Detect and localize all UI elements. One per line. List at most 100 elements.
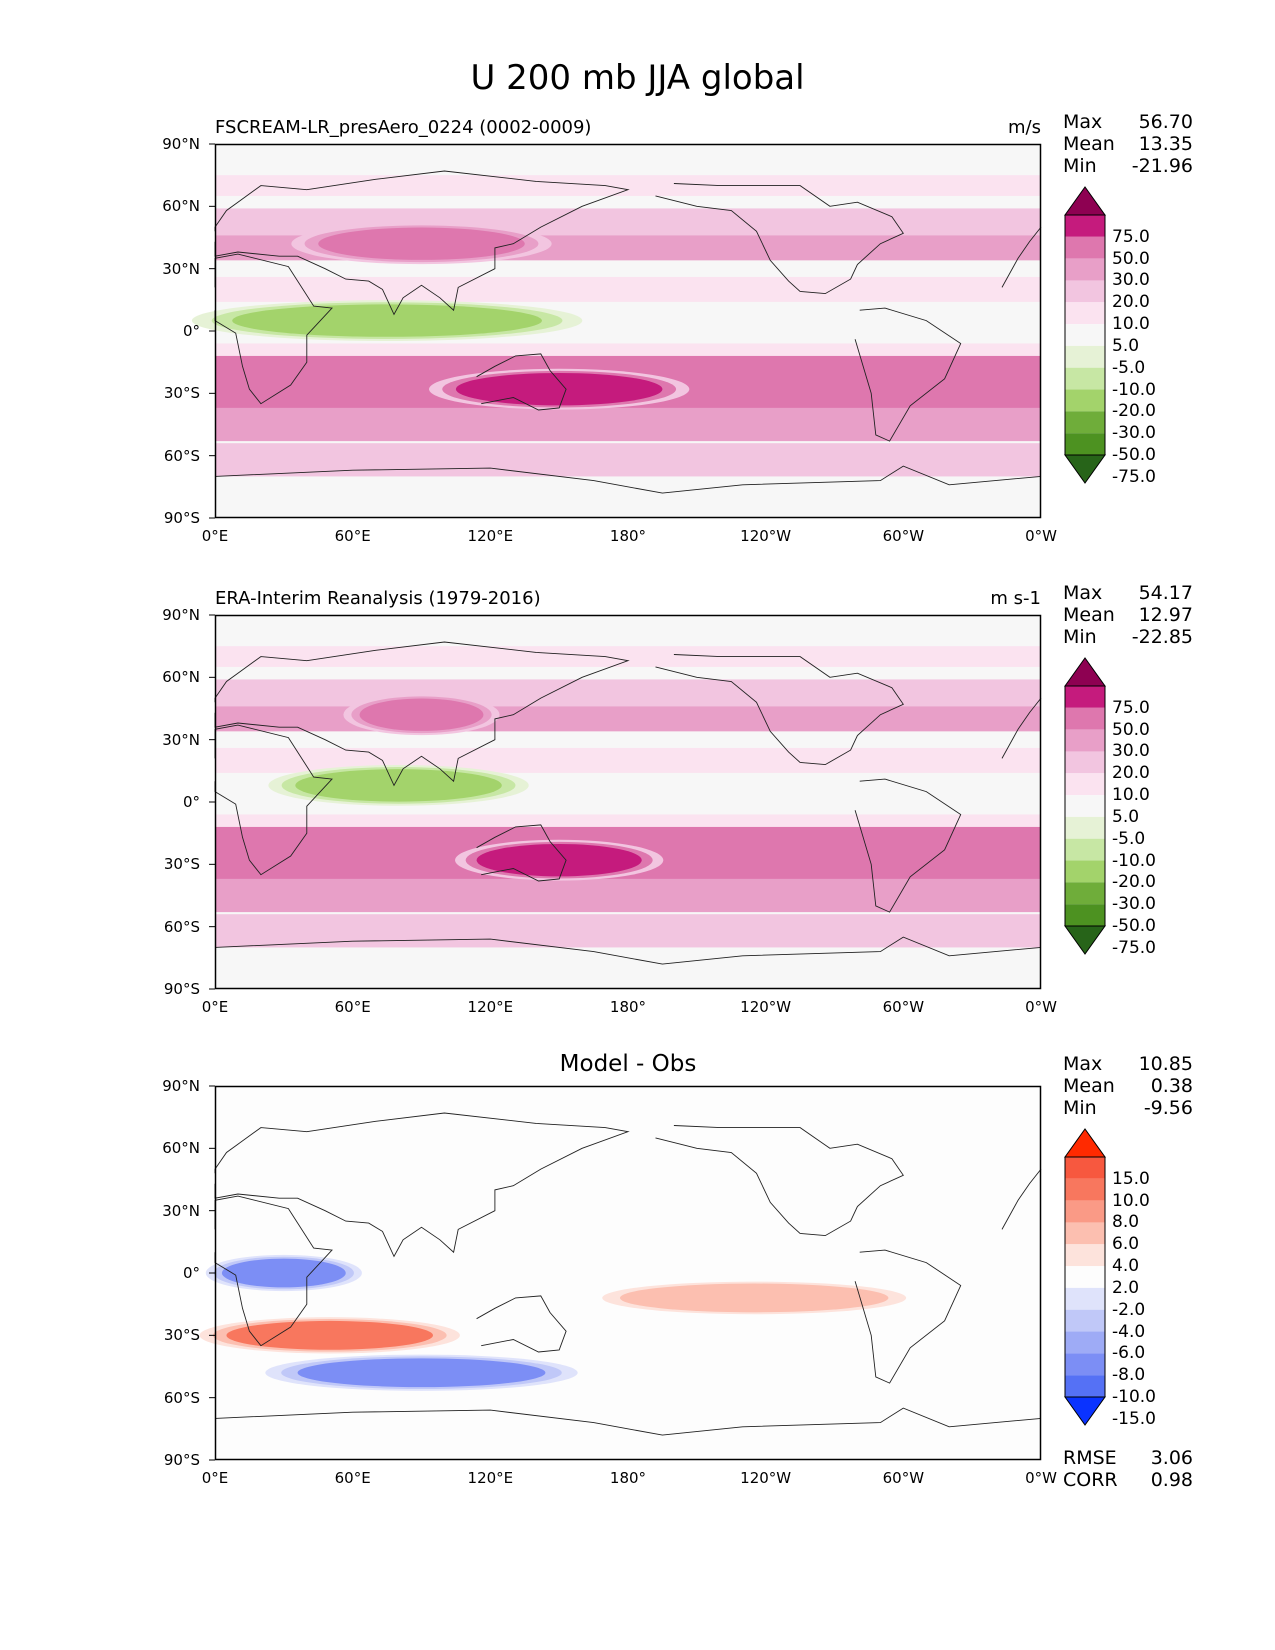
y-tick-label: 30°S	[163, 1326, 200, 1345]
mean-label: Mean	[1063, 604, 1115, 626]
map-svg	[209, 614, 1042, 990]
x-tick-label: 0°E	[201, 1469, 229, 1487]
colorbar-segment	[1065, 773, 1105, 796]
diff-panel: Model - Obs Max 10.85 Mean 0.38 Min -9.56 R…	[0, 1051, 1275, 1529]
max-value: 54.17	[1138, 582, 1193, 604]
contour-blob	[619, 1283, 889, 1313]
contour-blob	[226, 1320, 433, 1350]
colorbar-label: 5.0	[1112, 806, 1140, 827]
colorbar-segment	[1065, 707, 1105, 730]
contour-fields	[199, 1254, 924, 1391]
panel-title: Model - Obs	[559, 1051, 697, 1077]
colorbar-label: 30.0	[1112, 741, 1150, 762]
colorbar-label: -10.0	[1112, 850, 1156, 871]
colorbar-segment	[1065, 838, 1105, 861]
colorbar-segment	[1065, 882, 1105, 905]
colorbar-svg	[1064, 1128, 1106, 1426]
mean-label: Mean	[1063, 1075, 1115, 1097]
colorbar-label: -15.0	[1112, 1408, 1156, 1429]
contour-blob	[455, 372, 663, 406]
max-label: Max	[1063, 111, 1103, 133]
colorbar-label: -5.0	[1112, 357, 1146, 378]
coastline	[655, 1125, 904, 1237]
coastline	[214, 253, 333, 405]
x-tick-label: 120°W	[740, 998, 792, 1016]
x-tick-label: 120°E	[467, 527, 514, 545]
mean-value: 12.97	[1138, 604, 1193, 626]
x-tick-label: 60°W	[882, 998, 925, 1016]
colorbar-segment	[1065, 1222, 1105, 1245]
colorbar-segment	[1065, 1353, 1105, 1376]
contour-blob	[297, 1358, 546, 1388]
rmse-label: RMSE	[1063, 1447, 1117, 1469]
x-tick-label: 0°E	[201, 527, 229, 545]
colorbar-label: -10.0	[1112, 379, 1156, 400]
colorbar-segment	[1065, 1157, 1105, 1179]
colorbar-label: 8.0	[1112, 1212, 1140, 1233]
coastline	[214, 1112, 630, 1258]
coastline	[214, 724, 333, 876]
colorbar-segment	[1065, 816, 1105, 839]
colorbar-label: 50.0	[1112, 248, 1150, 269]
min-value: -21.96	[1131, 155, 1193, 177]
colorbar-label: 20.0	[1112, 763, 1150, 784]
colorbar-border	[1064, 685, 1106, 927]
contour-fields	[215, 646, 1041, 948]
contour-band	[215, 878, 1041, 913]
corr-value: 0.98	[1150, 1469, 1193, 1491]
colorbar-label: 2.0	[1112, 1277, 1140, 1298]
contour-blob	[476, 843, 642, 877]
y-tick-label: 0°	[182, 793, 200, 811]
map-plot	[199, 1085, 1042, 1461]
y-tick-label: 90°S	[163, 1451, 200, 1469]
colorbar-segment	[1065, 258, 1105, 281]
colorbar-label: -8.0	[1112, 1365, 1146, 1386]
colorbar-label: 50.0	[1112, 719, 1150, 740]
map-plot	[209, 614, 1042, 990]
coastline	[476, 824, 567, 882]
map-frame-border	[214, 614, 1042, 990]
stats-box: Max 10.85 Mean 0.38 Min -9.56	[1063, 1053, 1193, 1119]
colorbar-extend-min	[1064, 925, 1106, 955]
max-value: 10.85	[1138, 1053, 1193, 1075]
coastline	[476, 353, 567, 411]
colorbar-segment	[1065, 751, 1105, 774]
colorbar-label: -5.0	[1112, 828, 1146, 849]
contour-blob	[221, 1258, 346, 1288]
colorbar-segment	[1065, 860, 1105, 883]
max-label: Max	[1063, 1053, 1103, 1075]
colorbar-segment	[1065, 1200, 1105, 1223]
coastline	[214, 465, 1042, 494]
map-frame-border	[214, 1085, 1042, 1461]
y-tick-label: 0°	[182, 322, 200, 340]
colorbar-segment	[1065, 215, 1105, 237]
contour-blob	[232, 304, 542, 337]
max-value: 56.70	[1138, 111, 1193, 133]
mean-value: 13.35	[1138, 133, 1193, 155]
map-plot	[191, 143, 1042, 519]
colorbar-label: 6.0	[1112, 1234, 1140, 1255]
map-svg	[191, 143, 1042, 519]
coastline	[655, 183, 904, 295]
y-tick-label: 30°S	[163, 855, 200, 874]
coastline	[1001, 1168, 1042, 1230]
contour-band	[215, 706, 1041, 732]
colorbar-label: -2.0	[1112, 1299, 1146, 1320]
colorbar-segment	[1065, 1287, 1105, 1310]
colorbar-segment	[1065, 389, 1105, 412]
x-tick-label: 60°E	[334, 527, 371, 545]
x-tick-label: 60°E	[334, 998, 371, 1016]
contour-band	[215, 646, 1041, 667]
coastline	[854, 307, 962, 442]
x-tick-label: 180°	[609, 998, 647, 1016]
colorbar-label: 30.0	[1112, 270, 1150, 291]
figure-title: U 200 mb JJA global	[470, 58, 805, 98]
units-label: m/s	[1008, 117, 1041, 138]
x-tick-label: 60°E	[334, 1469, 371, 1487]
colorbar-segment	[1065, 433, 1105, 455]
y-tick-label: 90°N	[162, 606, 200, 624]
colorbar-label: 10.0	[1112, 314, 1150, 335]
y-tick-label: 60°N	[162, 1139, 200, 1158]
colorbar-segment	[1065, 1178, 1105, 1201]
colorbar-segment	[1065, 686, 1105, 708]
